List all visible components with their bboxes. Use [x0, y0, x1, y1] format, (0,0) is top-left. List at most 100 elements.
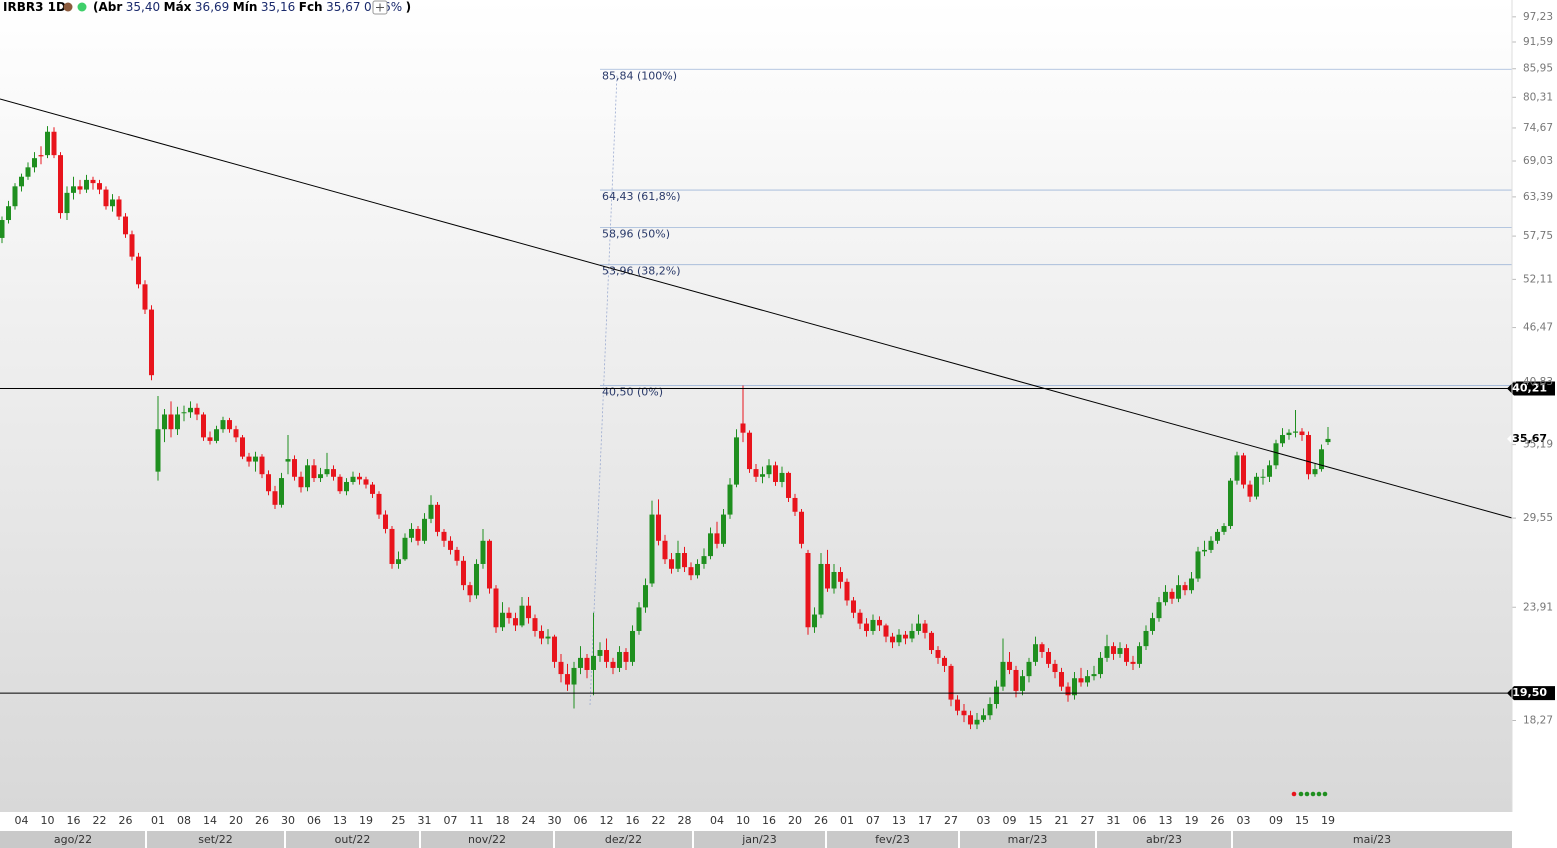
candle-body: [1306, 435, 1311, 475]
candle-body: [1124, 648, 1129, 662]
x-tick-label: 14: [203, 814, 217, 827]
y-tick-label: 91,59: [1523, 36, 1553, 48]
y-tick-label: 63,39: [1523, 191, 1553, 203]
candle-body: [948, 665, 954, 700]
candle-body: [799, 511, 804, 544]
y-tick-label: 46,47: [1523, 322, 1553, 334]
candle-body: [409, 528, 414, 538]
x-tick-label: 20: [229, 814, 243, 827]
candle-body: [1156, 602, 1162, 619]
price-tag-label: 40,21: [1512, 381, 1547, 394]
candle-body: [1325, 438, 1331, 443]
x-tick-label: 13: [333, 814, 347, 827]
y-tick-label: 40,83: [1523, 376, 1553, 388]
candle-body: [831, 571, 837, 589]
candle-body: [1247, 484, 1253, 497]
candle-body: [259, 456, 265, 475]
x-tick-label: 27: [944, 814, 958, 827]
candle-body: [1117, 648, 1123, 654]
month-label: nov/22: [468, 833, 506, 846]
y-tick-label: 69,03: [1523, 155, 1553, 167]
candle-body: [617, 651, 622, 668]
candle-body: [747, 432, 752, 470]
candle-body: [64, 192, 70, 214]
candle-body: [552, 636, 557, 662]
x-tick-label: 09: [1269, 814, 1283, 827]
candle-body: [428, 504, 434, 519]
candle-body: [376, 493, 382, 515]
candle-body: [1059, 672, 1064, 687]
month-label: mar/23: [1008, 833, 1048, 846]
candle-body: [513, 618, 518, 626]
candle-body: [136, 256, 141, 285]
x-tick-label: 28: [678, 814, 692, 827]
x-tick-label: 20: [788, 814, 802, 827]
symbol: IRBR3 1D: [3, 0, 66, 14]
x-tick-label: 15: [1029, 814, 1043, 827]
candle-body: [383, 514, 388, 529]
candle-body: [864, 623, 869, 631]
x-tick-label: 12: [600, 814, 614, 827]
ohlc-legend: (Abr 35,40 Máx 36,69 Mín 35,16 Fch 35,67…: [93, 0, 411, 14]
price-tag: [1507, 381, 1555, 396]
candle-body: [1163, 591, 1168, 603]
candle-body: [870, 619, 876, 631]
candle-body: [1104, 646, 1110, 658]
candle-body: [1260, 476, 1266, 478]
candle-body: [1046, 651, 1051, 664]
candle-body: [1208, 540, 1214, 550]
x-tick-label: 04: [710, 814, 724, 827]
candle-body: [1286, 432, 1292, 436]
fib-label: 53,96 (38,2%): [602, 265, 681, 278]
candle-body: [1195, 551, 1201, 579]
candle-body: [903, 634, 908, 639]
candle-body: [1189, 578, 1194, 591]
x-tick-label: 21: [1055, 814, 1069, 827]
month-label: mai/23: [1353, 833, 1391, 846]
candle-body: [1176, 585, 1181, 599]
candle-body: [350, 476, 356, 482]
candle-body: [129, 234, 135, 257]
candle-body: [12, 186, 18, 207]
fib-label: 40,50 (0%): [602, 385, 663, 398]
candle-body: [1013, 669, 1019, 691]
candle-body: [337, 476, 343, 492]
x-tick-label: 09: [1003, 814, 1017, 827]
candle-body: [825, 563, 830, 589]
x-tick-label: 31: [418, 814, 432, 827]
candle-body: [1273, 443, 1279, 466]
candle-body: [506, 612, 512, 619]
candle-body: [480, 540, 486, 564]
x-tick-label: 13: [892, 814, 906, 827]
label: Mín: [233, 0, 258, 14]
candle-body: [1007, 661, 1012, 670]
candle-body: [175, 414, 180, 430]
x-tick-label: 03: [977, 814, 991, 827]
candle-body: [1293, 431, 1298, 433]
candle-body: [1000, 661, 1006, 687]
candle-body: [1078, 678, 1084, 683]
candle-body: [669, 559, 674, 569]
candle-body: [298, 476, 304, 488]
candle-body: [227, 420, 232, 430]
candle-body: [246, 456, 252, 462]
candle-body: [415, 528, 421, 541]
candle-body: [1130, 661, 1136, 664]
candle-body: [142, 284, 148, 310]
candle-body: [487, 540, 492, 589]
x-tick-label: 22: [93, 814, 107, 827]
fib-label: 58,96 (50%): [602, 227, 670, 240]
fib-layer: 85,84 (100%) 64,43 (61,8%) 58,96 (50%) 53,9…: [600, 68, 1512, 398]
candle-body: [526, 605, 531, 619]
candle-body: [155, 429, 161, 472]
candle-body: [792, 497, 798, 512]
candle-body: [318, 474, 323, 479]
y-tick-label: 85,95: [1523, 63, 1553, 75]
x-tick-label: 19: [1185, 814, 1199, 827]
candle-body: [1254, 476, 1259, 497]
candle-body: [695, 563, 700, 576]
candle-body: [597, 650, 603, 656]
candle-body: [890, 636, 895, 643]
candle-body: [396, 559, 401, 564]
